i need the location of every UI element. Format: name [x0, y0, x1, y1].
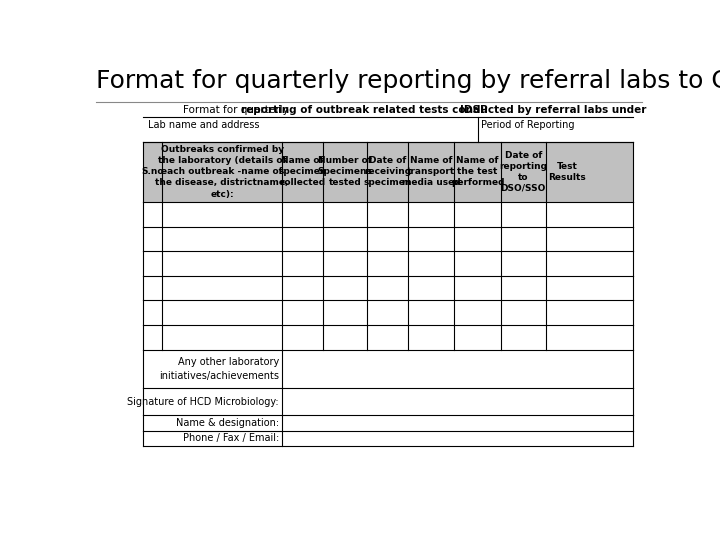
Text: reporting of outbreak related tests conducted by referral labs under: reporting of outbreak related tests cond… — [240, 105, 649, 115]
Text: Name of
transport
media used: Name of transport media used — [402, 156, 460, 187]
Text: Date of
reporting
to
DSO/SSO: Date of reporting to DSO/SSO — [499, 151, 547, 193]
Text: Format for quarterly: Format for quarterly — [183, 105, 292, 115]
Text: Any other laboratory
initiatives/achievements: Any other laboratory initiatives/achieve… — [159, 357, 279, 381]
Bar — [143, 142, 632, 202]
Text: Date of
receiving
specimen: Date of receiving specimen — [364, 156, 412, 187]
Text: Lab name and address: Lab name and address — [148, 120, 260, 130]
Text: Period of Reporting: Period of Reporting — [482, 120, 575, 130]
Text: Format for quarterly reporting by referral labs to CSU, copy to SSU: Format for quarterly reporting by referr… — [96, 69, 720, 93]
Text: Test
Results: Test Results — [548, 162, 586, 182]
Text: Outbreaks confirmed by
the laboratory (details of
each outbreak -name of
the dis: Outbreaks confirmed by the laboratory (d… — [156, 145, 289, 199]
Text: Signature of HCD Microbiology:: Signature of HCD Microbiology: — [127, 397, 279, 407]
Text: Name of
specimen
collected: Name of specimen collected — [278, 156, 327, 187]
Text: S.no: S.no — [141, 167, 163, 177]
Text: Name of
the test
performed: Name of the test performed — [451, 156, 504, 187]
Text: Number of
Specimens
tested: Number of Specimens tested — [318, 156, 372, 187]
Text: Phone / Fax / Email:: Phone / Fax / Email: — [183, 433, 279, 443]
Text: Name & designation:: Name & designation: — [176, 418, 279, 428]
Text: IDSP: IDSP — [460, 105, 487, 115]
